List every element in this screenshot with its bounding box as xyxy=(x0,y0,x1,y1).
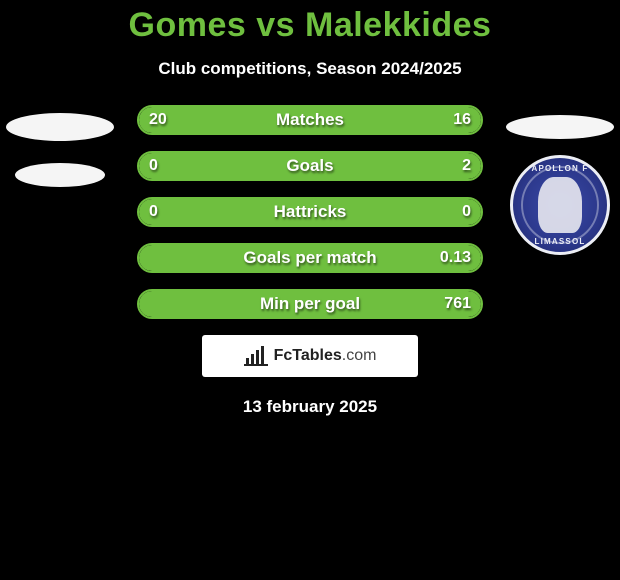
stat-value-left: 20 xyxy=(149,107,167,133)
stat-fill-right xyxy=(310,199,481,225)
stat-row: 00Hattricks xyxy=(137,197,483,227)
stat-value-right: 761 xyxy=(444,291,471,317)
left-team-logo-1 xyxy=(6,113,114,141)
stat-value-right: 16 xyxy=(453,107,471,133)
stat-value-right: 0 xyxy=(462,199,471,225)
right-team-logo-1 xyxy=(506,115,614,139)
stat-value-right: 0.13 xyxy=(440,245,471,271)
comparison-card: Gomes vs Malekkides Club competitions, S… xyxy=(0,0,620,580)
brand-card: FcTables.com xyxy=(202,335,418,377)
stat-row: 02Goals xyxy=(137,151,483,181)
stat-fill-left xyxy=(139,291,255,317)
stat-fill-left xyxy=(139,245,255,271)
brand-tld: .com xyxy=(342,347,377,364)
footer-date: 13 february 2025 xyxy=(0,397,620,417)
right-team-logos: APOLLON F LIMASSOL xyxy=(500,105,620,255)
content-area: APOLLON F LIMASSOL 2016Matches02Goals00H… xyxy=(0,105,620,417)
stat-row: 2016Matches xyxy=(137,105,483,135)
badge-figure-icon xyxy=(538,177,582,233)
left-team-logos xyxy=(0,105,120,187)
stat-fill-left xyxy=(139,107,331,133)
stat-rows: 2016Matches02Goals00Hattricks0.13Goals p… xyxy=(137,105,483,319)
stat-row: 761Min per goal xyxy=(137,289,483,319)
page-title: Gomes vs Malekkides xyxy=(0,6,620,45)
stat-row: 0.13Goals per match xyxy=(137,243,483,273)
stat-fill-right xyxy=(201,153,481,179)
stat-fill-left xyxy=(139,199,310,225)
badge-top-text: APOLLON F xyxy=(513,164,607,173)
stat-value-left: 0 xyxy=(149,199,158,225)
stat-value-right: 2 xyxy=(462,153,471,179)
badge-bottom-text: LIMASSOL xyxy=(513,237,607,246)
left-team-logo-2 xyxy=(15,163,105,187)
bar-chart-icon xyxy=(244,346,268,366)
stat-value-left: 0 xyxy=(149,153,158,179)
page-subtitle: Club competitions, Season 2024/2025 xyxy=(0,59,620,79)
brand-main: FcTables xyxy=(274,347,342,364)
brand-text: FcTables.com xyxy=(274,347,377,365)
right-team-logo-2-apollon: APOLLON F LIMASSOL xyxy=(510,155,610,255)
